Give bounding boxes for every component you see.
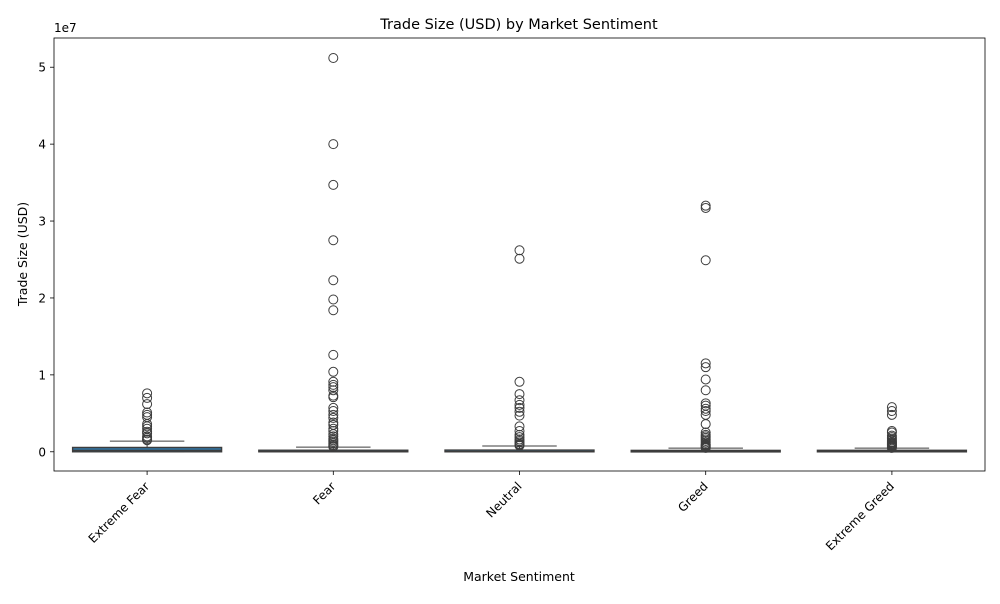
outlier-point [142, 428, 153, 439]
outlier-point [700, 255, 711, 266]
outlier-point [328, 275, 339, 286]
outlier-point [328, 376, 339, 387]
outlier-point [700, 442, 711, 453]
outlier-point [514, 426, 525, 437]
outlier-point [700, 202, 711, 213]
x-tick-label: Greed [675, 479, 711, 515]
outlier-point [700, 362, 711, 373]
outlier-point [142, 435, 153, 446]
outlier-point [514, 402, 525, 413]
x-axis-label: Market Sentiment [463, 569, 575, 584]
x-tick-label: Fear [310, 479, 338, 507]
outlier-point [514, 406, 525, 417]
outlier-point [514, 245, 525, 256]
outlier-point [514, 421, 525, 432]
outlier-point [514, 432, 525, 443]
outlier-point [328, 179, 339, 190]
outlier-point [700, 427, 711, 438]
outlier-point [514, 399, 525, 410]
y-tick-label: 0 [38, 445, 46, 459]
y-axis-label: Trade Size (USD) [15, 202, 30, 307]
x-tick-label: Extreme Greed [823, 479, 897, 553]
outlier-point [514, 395, 525, 406]
outlier-point [886, 402, 897, 413]
outlier-point [700, 358, 711, 369]
outlier-point [328, 385, 339, 396]
y-tick-label: 1 [38, 368, 46, 382]
outlier-point [142, 407, 153, 418]
outlier-point [700, 385, 711, 396]
outlier-point [700, 374, 711, 385]
outlier-point [700, 403, 711, 414]
outlier-point [700, 406, 711, 417]
outlier-point [328, 366, 339, 377]
outlier-point [142, 409, 153, 420]
outlier-point [886, 406, 897, 417]
outlier-point [328, 417, 339, 428]
outlier-point [328, 305, 339, 316]
outlier-point [328, 382, 339, 393]
outlier-point [328, 406, 339, 417]
outlier-point [700, 200, 711, 211]
outlier-point [328, 431, 339, 442]
outlier-point [328, 441, 339, 452]
outlier-point [328, 349, 339, 360]
outlier-point [142, 388, 153, 399]
outlier-point [142, 399, 153, 410]
outlier-point [328, 379, 339, 390]
chart-title: Trade Size (USD) by Market Sentiment [379, 17, 658, 33]
outlier-point [700, 419, 711, 430]
outlier-point [328, 294, 339, 305]
outlier-point [328, 409, 339, 420]
outlier-point [514, 440, 525, 451]
plot-area: 0 1 2 3 4 5 Extreme Fear Fear Neutral Greed Extrem… [38, 37, 986, 553]
box [71, 446, 223, 453]
x-tick-label: Neutral [483, 479, 524, 520]
y-offset-label: 1e7 [54, 21, 77, 35]
outlier-point [328, 52, 339, 63]
y-tick-label: 4 [38, 138, 46, 152]
y-tick-label: 3 [38, 215, 46, 229]
outlier-point [328, 392, 339, 403]
y-tick-label: 5 [38, 61, 46, 75]
outlier-point [514, 410, 525, 421]
x-tick-label: Extreme Fear [86, 479, 153, 546]
outlier-point [328, 235, 339, 246]
outlier-point [142, 421, 153, 432]
outlier-point [328, 402, 339, 413]
outlier-point [328, 412, 339, 423]
outlier-point [886, 409, 897, 420]
outlier-point [700, 398, 711, 409]
outlier-point [886, 442, 897, 453]
outlier-point [142, 392, 153, 403]
y-tick-label: 2 [38, 291, 46, 305]
outlier-point [514, 389, 525, 400]
outlier-point [328, 139, 339, 150]
outlier-point [514, 253, 525, 264]
outlier-point [514, 376, 525, 387]
outlier-point [328, 423, 339, 434]
